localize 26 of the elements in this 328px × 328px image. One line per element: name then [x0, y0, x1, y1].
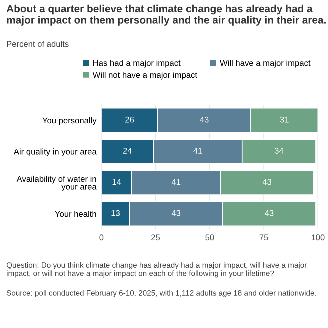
- x-tick-label: 100: [312, 234, 325, 241]
- data-label: 41: [194, 148, 202, 154]
- x-tick-label: 50: [206, 234, 214, 241]
- y-tick-label: You personally: [42, 118, 97, 126]
- data-label: 13: [112, 210, 120, 216]
- data-label: 43: [265, 210, 274, 216]
- y-tick-label: Availability of water in your area: [16, 176, 97, 192]
- data-label: 31: [280, 116, 289, 123]
- data-label: 34: [274, 148, 284, 154]
- data-label: 14: [112, 179, 122, 186]
- chart-subtitle: Percent of adults: [7, 41, 69, 48]
- data-label: 43: [172, 210, 181, 216]
- chart-title: About a quarter believe that climate change has already had a major impact on them personally and the air quality in their area.: [6, 4, 326, 26]
- data-label: 43: [262, 179, 272, 186]
- y-tick-label: Air quality in your area: [14, 148, 97, 156]
- y-tick-label: Your health: [55, 211, 96, 218]
- data-label: 26: [126, 116, 134, 123]
- legend-label: Has had a major impact: [94, 60, 181, 68]
- data-label: 41: [172, 179, 181, 186]
- data-label: 24: [123, 148, 132, 154]
- data-label: 43: [200, 116, 209, 123]
- x-tick-label: 75: [260, 234, 268, 241]
- x-tick-label: 0: [100, 234, 104, 241]
- legend-label: Will not have a major impact: [92, 72, 198, 80]
- x-tick-label: 25: [152, 234, 160, 241]
- legend-label: Will have a major impact: [220, 60, 311, 68]
